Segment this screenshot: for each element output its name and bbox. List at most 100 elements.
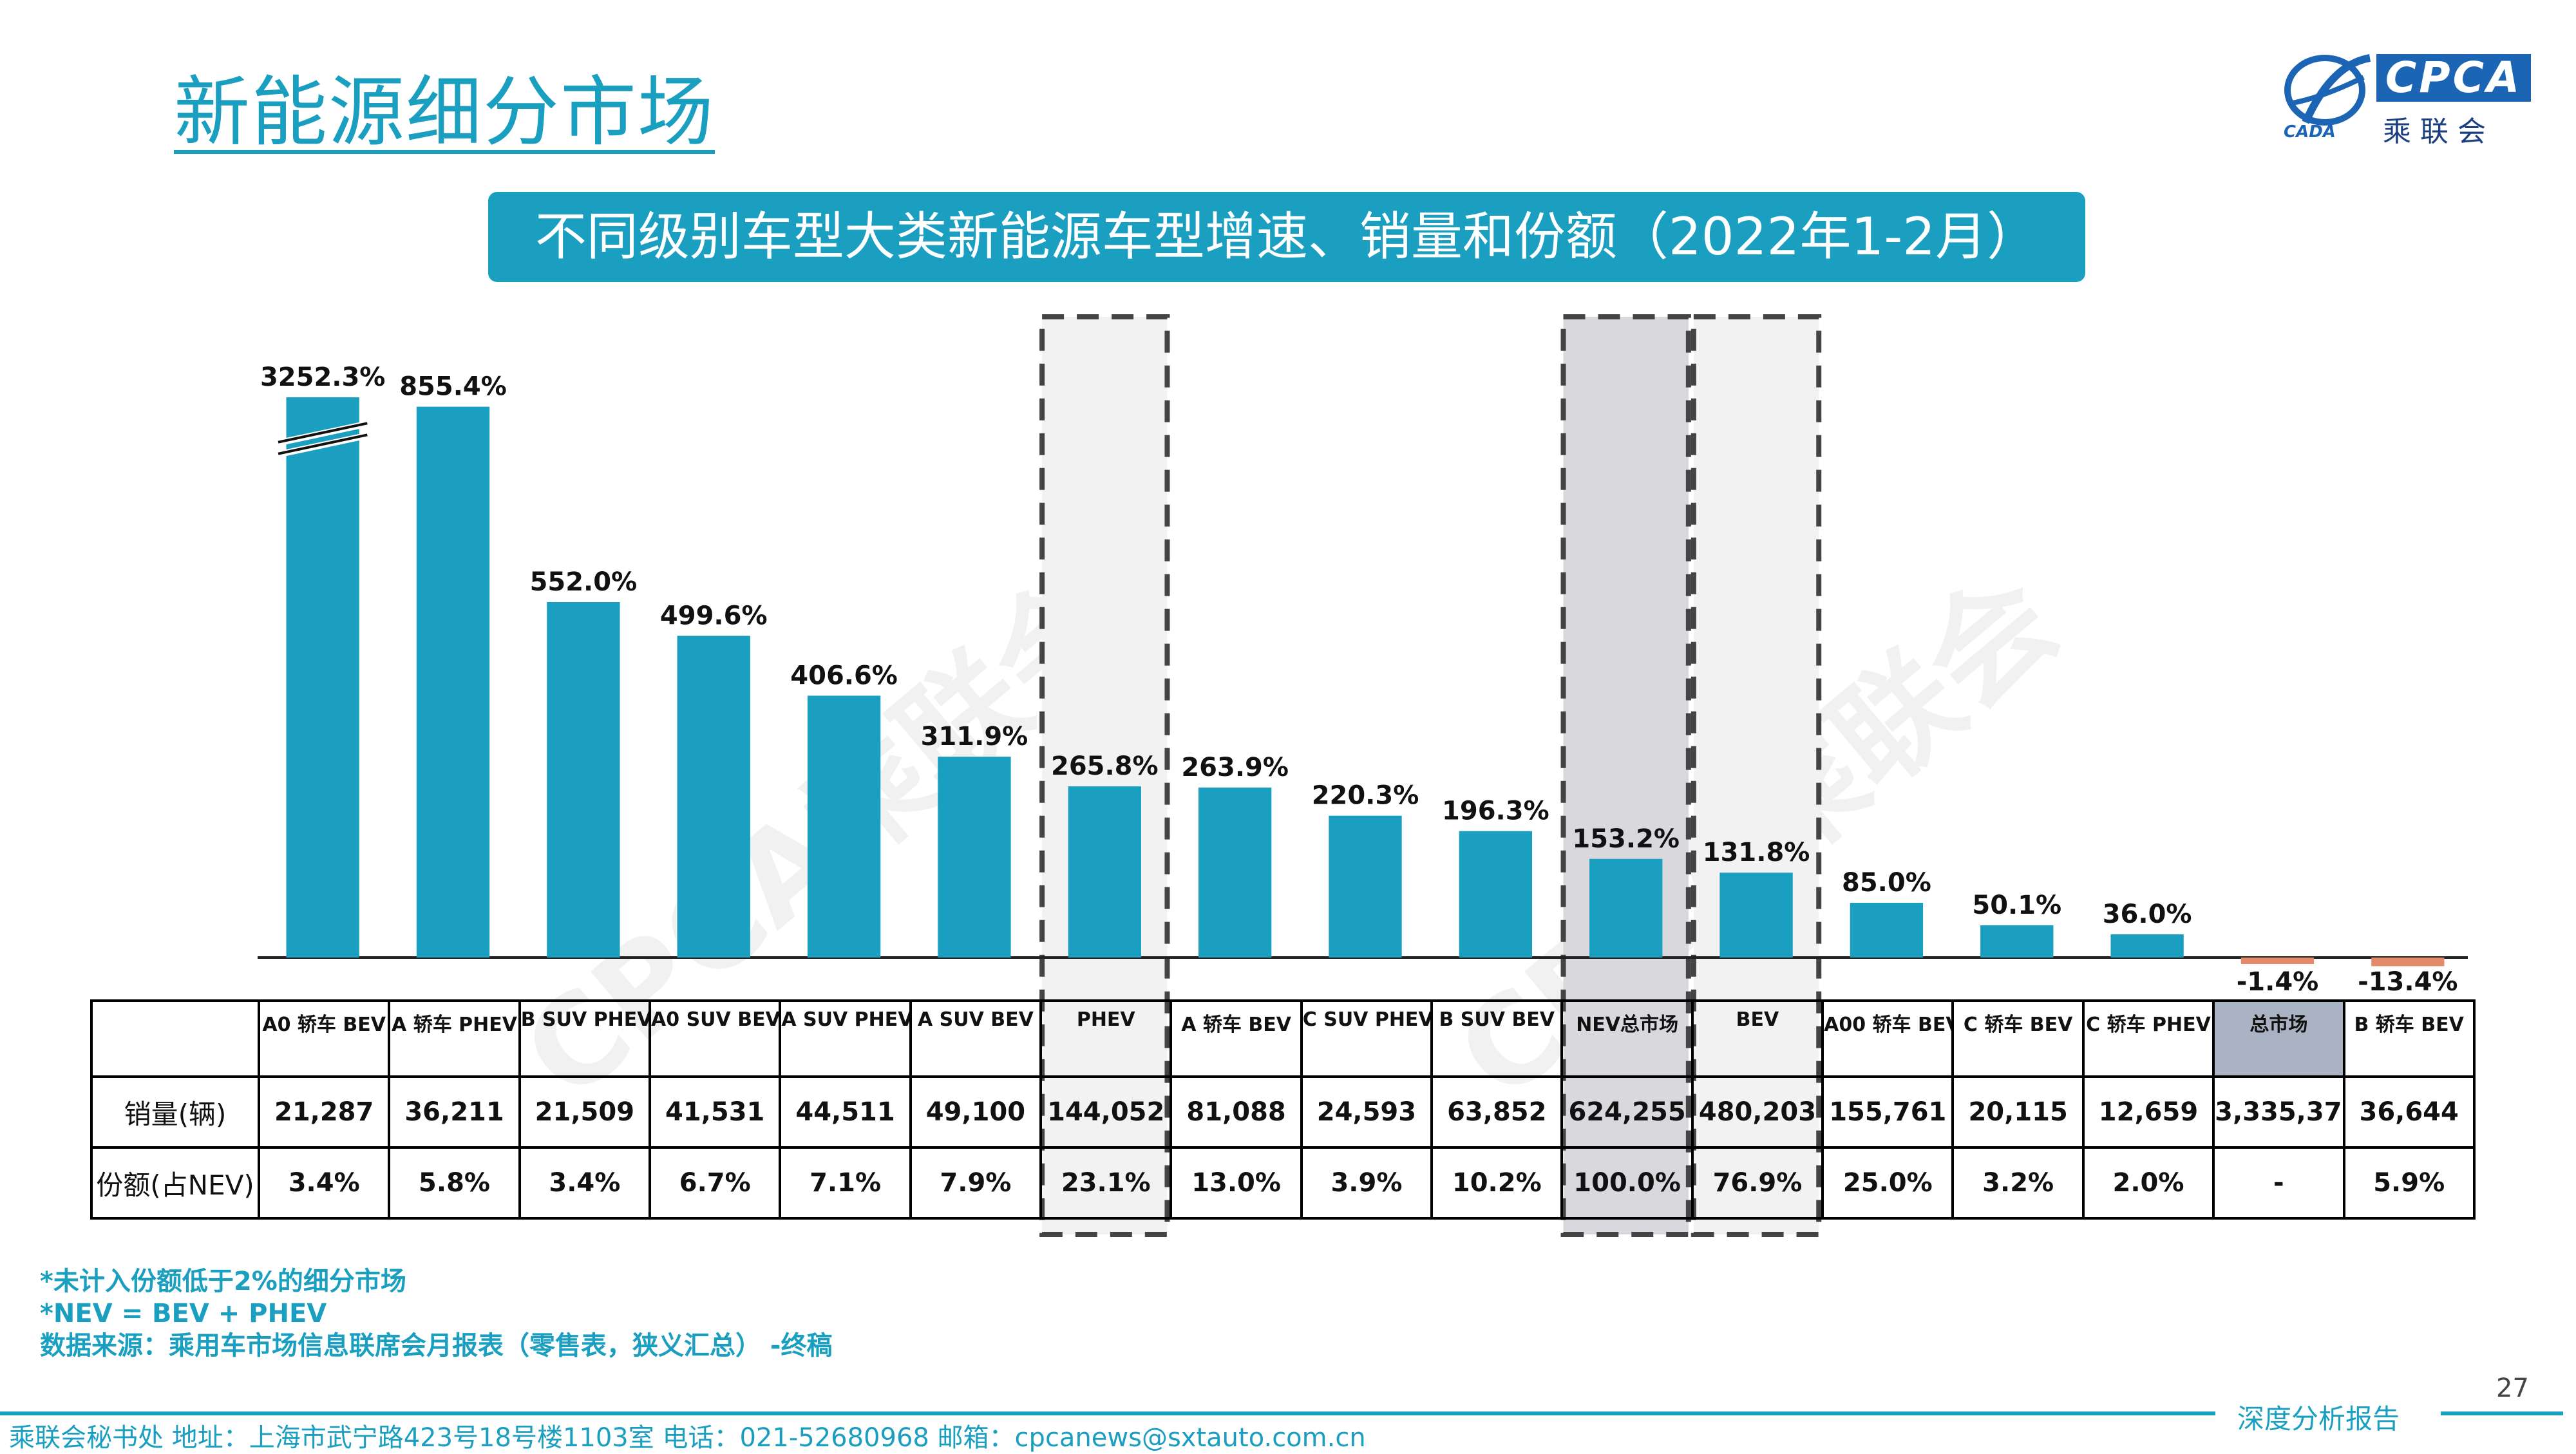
footnote-3: 数据来源：乘用车市场信息联席会月报表（零售表，狭义汇总） -终稿 — [40, 1331, 833, 1361]
footnote-1: *未计入份额低于2%的细分市场 — [40, 1267, 406, 1296]
category-label-10: NEV总市场 — [1560, 999, 1694, 1078]
data-label-10: 153.2% — [1572, 824, 1680, 854]
table-cell: 81,088 — [1170, 1075, 1303, 1149]
bar-0 — [286, 397, 359, 958]
category-label-2: B SUV PHEV — [518, 999, 652, 1078]
data-label-9: 196.3% — [1442, 797, 1549, 826]
table-cell: 36,644 — [2342, 1075, 2476, 1149]
bar-14 — [2110, 934, 2184, 958]
data-label-4: 406.6% — [790, 661, 898, 690]
table-cell: 76.9% — [1690, 1146, 1824, 1220]
category-label-12: A00 轿车 BEV — [1821, 999, 1955, 1078]
table-cell: 6.7% — [649, 1146, 782, 1220]
data-label-7: 263.9% — [1181, 753, 1289, 782]
table-cell: 7.9% — [909, 1146, 1043, 1220]
table-cell: 155,761 — [1821, 1075, 1955, 1149]
row-label: 份额(占NEV) — [90, 1146, 260, 1220]
category-label-5: A SUV BEV — [909, 999, 1043, 1078]
footer-contact: 乘联会秘书处 地址：上海市武宁路423号18号楼1103室 电话：021-526… — [9, 1423, 1366, 1453]
data-label-11: 131.8% — [1703, 838, 1810, 867]
table-cell: 21,509 — [518, 1075, 652, 1149]
table-cell: 480,203 — [1690, 1075, 1824, 1149]
bar-6 — [1068, 786, 1141, 958]
table-cell: 49,100 — [909, 1075, 1043, 1149]
category-label-6: PHEV — [1039, 999, 1173, 1078]
data-label-14: 36.0% — [2103, 900, 2192, 929]
table-cell: 624,255 — [1560, 1075, 1694, 1149]
page-number: 27 — [2496, 1374, 2529, 1403]
data-label-2: 552.0% — [530, 567, 638, 597]
table-cell: 3.2% — [1951, 1146, 2085, 1220]
bar-9 — [1459, 831, 1533, 958]
bar-13 — [1980, 925, 2054, 958]
chart-subtitle: 不同级别车型大类新能源车型增速、销量和份额（2022年1-2月） — [488, 192, 2085, 282]
table-cell: 3.4% — [257, 1146, 391, 1220]
data-label-5: 311.9% — [921, 722, 1028, 751]
bar-8 — [1329, 815, 1402, 958]
category-label-4: A SUV PHEV — [779, 999, 912, 1078]
table-cell: 10.2% — [1430, 1146, 1564, 1220]
data-label-1: 855.4% — [399, 372, 507, 402]
table-cell: - — [2212, 1146, 2345, 1220]
axis-break-mark — [278, 422, 368, 444]
table-cell: 3.4% — [518, 1146, 652, 1220]
table-cell: 63,852 — [1430, 1075, 1564, 1149]
data-table: A0 轿车 BEV A 轿车 PHEV B SUV PHEV A0 SUV BEV A … — [90, 999, 2476, 1220]
cpca-logo: CADA CPCA 乘联会 — [2280, 52, 2537, 148]
category-label-0: A0 轿车 BEV — [257, 999, 391, 1078]
table-row: 份额(占NEV) 3.4% 5.8% 3.4% 6.7% 7.1% 7.9% 23.1% 13.… — [90, 1146, 2476, 1220]
category-label-15: 总市场 — [2212, 999, 2345, 1078]
data-label-8: 220.3% — [1312, 781, 1419, 811]
page-title: 新能源细分市场 — [174, 68, 715, 156]
data-label-0: 3252.3% — [260, 363, 385, 392]
data-label-6: 265.8% — [1051, 751, 1159, 781]
bar-1 — [416, 406, 490, 958]
table-cell: 3.9% — [1300, 1146, 1434, 1220]
category-label-11: BEV — [1690, 999, 1824, 1078]
category-label-8: C SUV PHEV — [1300, 999, 1434, 1078]
table-cell: 23.1% — [1039, 1146, 1173, 1220]
logo-small-text: CADA — [2284, 122, 2336, 142]
table-cell: 20,115 — [1951, 1075, 2085, 1149]
table-cell: 21,287 — [257, 1075, 391, 1149]
table-cell: 12,659 — [2081, 1075, 2215, 1149]
table-cell: 100.0% — [1560, 1146, 1694, 1220]
table-cell: 44,511 — [779, 1075, 912, 1149]
bar-15 — [2240, 958, 2315, 964]
logo-cpca-text: CPCA — [2376, 54, 2531, 102]
table-cell: 5.9% — [2342, 1146, 2476, 1220]
bar-5 — [938, 757, 1011, 958]
data-label-12: 85.0% — [1842, 868, 1931, 898]
footer-divider-right — [2441, 1412, 2563, 1415]
table-row: 销量(辆) 21,287 36,211 21,509 41,531 44,511 49,10… — [90, 1075, 2476, 1149]
category-label-9: B SUV BEV — [1430, 999, 1564, 1078]
table-cell: 7.1% — [779, 1146, 912, 1220]
table-cell: 24,593 — [1300, 1075, 1434, 1149]
cpca-emblem-icon — [2284, 54, 2371, 126]
category-label-1: A 轿车 PHEV — [388, 999, 521, 1078]
data-label-13: 50.1% — [1972, 891, 2061, 920]
logo-cn-text: 乘联会 — [2383, 115, 2495, 148]
table-header-row: A0 轿车 BEV A 轿车 PHEV B SUV PHEV A0 SUV BEV A … — [90, 999, 2476, 1078]
data-label-16: -13.4% — [2358, 967, 2458, 997]
footer-tag: 深度分析报告 — [2237, 1403, 2400, 1435]
bar-7 — [1198, 788, 1272, 958]
category-label-7: A 轿车 BEV — [1170, 999, 1303, 1078]
table-cell: 13.0% — [1170, 1146, 1303, 1220]
row-label: 销量(辆) — [90, 1075, 260, 1149]
bar-12 — [1850, 903, 1924, 958]
footer-divider — [0, 1412, 2215, 1415]
footnotes: *未计入份额低于2%的细分市场 *NEV = BEV + PHEV 数据来源：乘… — [40, 1265, 833, 1362]
data-label-3: 499.6% — [660, 601, 768, 630]
table-cell: 2.0% — [2081, 1146, 2215, 1220]
table-corner — [90, 999, 260, 1078]
category-label-16: B 轿车 BEV — [2342, 999, 2476, 1078]
bar-11 — [1719, 873, 1793, 958]
title-area: 新能源细分市场 — [52, 45, 760, 156]
table-cell: 144,052 — [1039, 1075, 1173, 1149]
axis-break-mark — [278, 433, 368, 455]
bar-4 — [807, 695, 881, 958]
table-cell: 36,211 — [388, 1075, 521, 1149]
bar-10 — [1589, 858, 1663, 958]
